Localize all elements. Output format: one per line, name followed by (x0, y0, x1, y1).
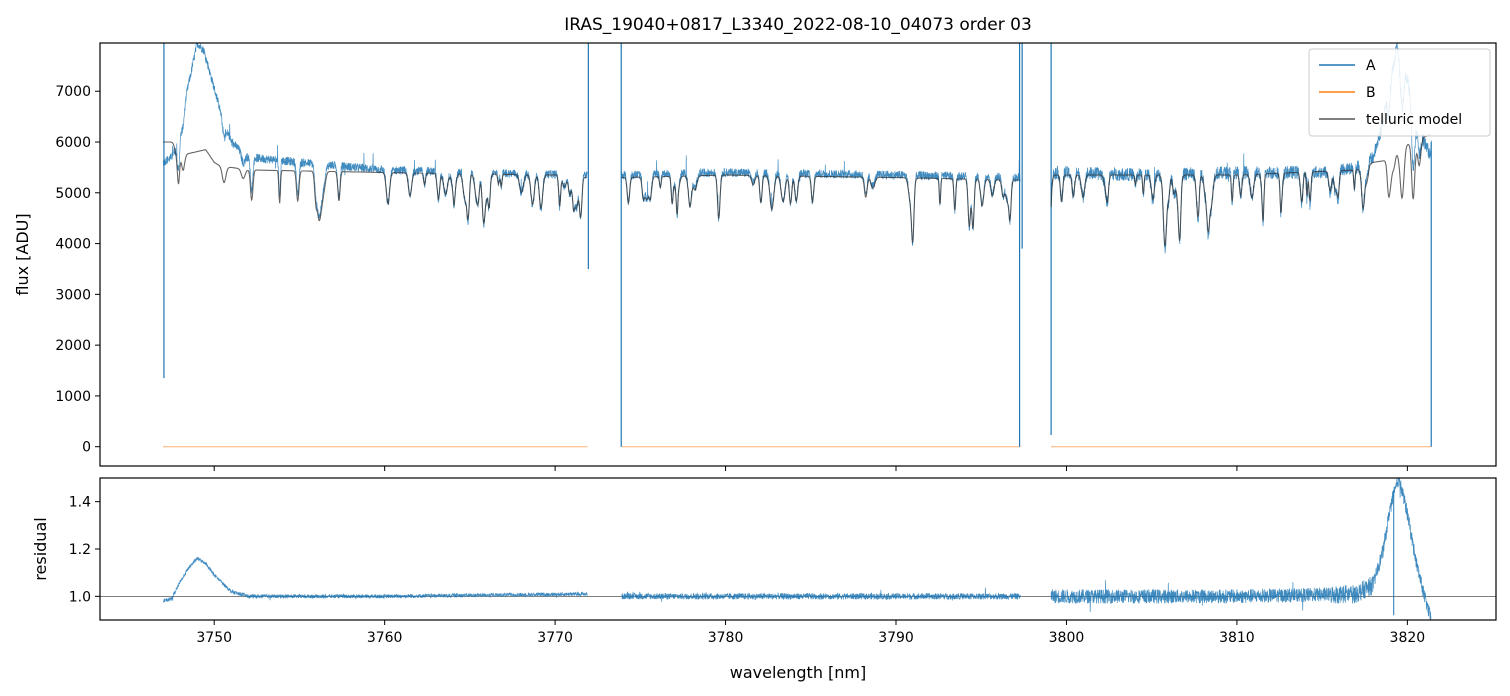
flux-ytick-label: 6000 (55, 135, 91, 151)
flux-ytick-label: 3000 (55, 287, 91, 303)
residual-ytick-label: 1.0 (69, 589, 91, 605)
y-axis-label: flux [ADU] (13, 213, 32, 295)
telluric-model-line (163, 141, 587, 224)
flux-ytick-label: 5000 (55, 186, 91, 202)
residual-line (621, 587, 1021, 602)
x-axis-label: wavelength [nm] (730, 663, 867, 682)
flux-ytick-label: 0 (82, 440, 91, 456)
legend-label: A (1366, 58, 1376, 74)
flux-plot-area (162, 43, 1432, 448)
telluric-model-line (621, 174, 1020, 243)
residual-xtick-label: 3820 (1390, 630, 1426, 646)
flux-ytick-label: 2000 (55, 338, 91, 354)
residual-ytick-label: 1.2 (69, 542, 91, 558)
residual-xtick-label: 3750 (196, 630, 232, 646)
flux-ytick-label: 7000 (55, 84, 91, 100)
residual-y-axis-label: residual (31, 517, 50, 580)
legend-box (1308, 48, 1491, 137)
flux-ytick-label: 1000 (55, 389, 91, 405)
residual-xtick-label: 3790 (878, 630, 914, 646)
residual-plot-area (100, 478, 1496, 620)
legend-label: telluric model (1366, 112, 1462, 128)
flux-panel-frame (99, 42, 1497, 467)
residual-line (1050, 478, 1432, 620)
residual-ytick-label: 1.4 (69, 495, 91, 511)
telluric-model-line (1050, 133, 1432, 247)
series-a-line (621, 155, 1021, 246)
flux-ytick-label: 4000 (55, 237, 91, 253)
legend-label: B (1366, 85, 1376, 101)
residual-xtick-label: 3780 (708, 630, 744, 646)
series-a-line (162, 43, 588, 228)
residual-xtick-label: 3800 (1049, 630, 1085, 646)
residual-xtick-label: 3810 (1219, 630, 1255, 646)
residual-xtick-label: 3770 (537, 630, 573, 646)
flux-panel: 0 1000 2000 3000 4000 5000 6000 7000 IRAS_19040+… (13, 15, 1497, 471)
residual-panel: 1.0 1.2 1.4 3750 3760 3770 3780 3790 3800 3810 382… (31, 477, 1497, 682)
residual-xtick-label: 3760 (367, 630, 403, 646)
chart-title: IRAS_19040+0817_L3340_2022-08-10_04073 o… (564, 15, 1032, 35)
residual-line (163, 556, 588, 603)
